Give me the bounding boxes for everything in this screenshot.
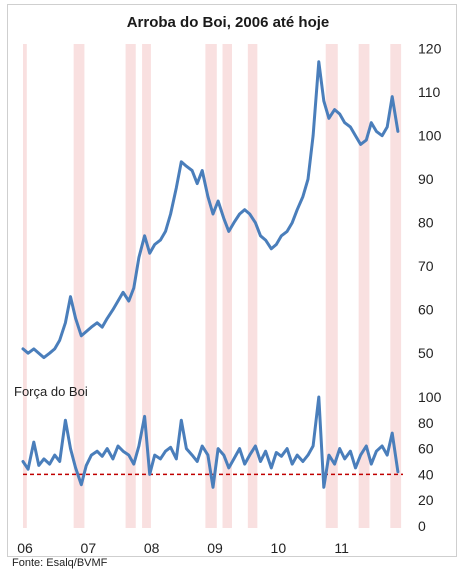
- shaded-band-2: [125, 44, 136, 528]
- subchart-title: Força do Boi: [14, 384, 88, 399]
- top-y-tick-4: 80: [418, 215, 434, 231]
- shaded-band-0: [23, 44, 27, 528]
- shaded-band-5: [222, 44, 232, 528]
- top-y-axis-ticks: 120 110 100 90 80 70 60 50: [418, 41, 442, 362]
- shaded-periods: [23, 44, 402, 528]
- bottom-y-tick-0: 100: [418, 389, 442, 405]
- x-tick-5: 11: [334, 540, 349, 556]
- forca-do-boi-line: [21, 395, 400, 489]
- chart-title: Arroba do Boi, 2006 até hoje: [127, 14, 330, 31]
- shaded-band-9: [390, 44, 402, 528]
- arroba-price-line: [21, 60, 400, 360]
- top-y-tick-5: 70: [418, 258, 434, 274]
- x-tick-0: 06: [17, 540, 33, 556]
- shaded-band-4: [205, 44, 217, 528]
- top-y-tick-2: 100: [418, 128, 442, 144]
- x-tick-2: 08: [144, 540, 160, 556]
- bottom-y-axis-ticks: 100 80 60 40 20 0: [418, 389, 442, 534]
- x-tick-3: 09: [207, 540, 223, 556]
- source-note: Fonte: Esalq/BVMF: [12, 557, 108, 569]
- bottom-y-tick-1: 80: [418, 415, 434, 431]
- top-y-tick-3: 90: [418, 171, 434, 187]
- top-y-tick-0: 120: [418, 41, 442, 57]
- x-tick-1: 07: [81, 540, 97, 556]
- bottom-y-tick-4: 20: [418, 492, 434, 508]
- top-y-tick-7: 50: [418, 345, 434, 361]
- x-tick-4: 10: [271, 540, 287, 556]
- shaded-band-7: [325, 44, 338, 528]
- shaded-band-6: [247, 44, 258, 528]
- shaded-band-8: [358, 44, 370, 528]
- top-y-tick-1: 110: [418, 84, 441, 100]
- shaded-band-1: [73, 44, 85, 528]
- bottom-y-tick-5: 0: [418, 518, 426, 534]
- bottom-y-tick-2: 60: [418, 441, 434, 457]
- top-y-tick-6: 60: [418, 302, 434, 318]
- shaded-band-3: [142, 44, 151, 528]
- x-axis-ticks: 06 07 08 09 10 11: [17, 540, 349, 556]
- bottom-y-tick-3: 40: [418, 466, 434, 482]
